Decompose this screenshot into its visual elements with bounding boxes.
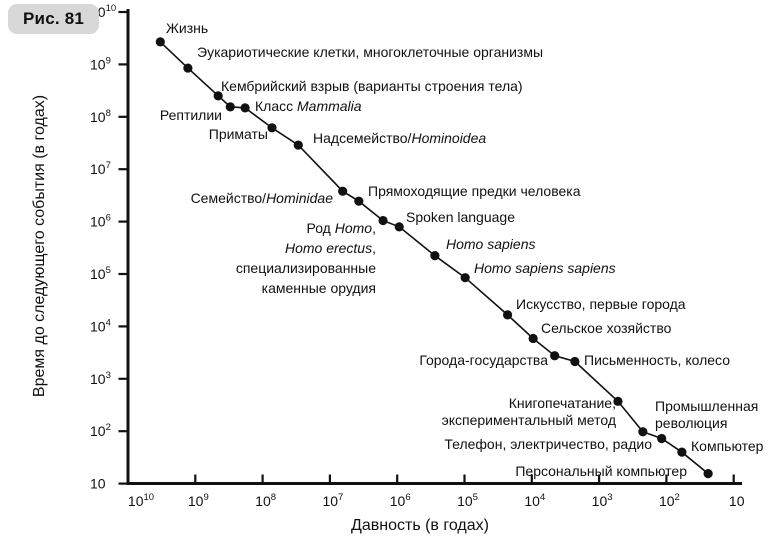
y-tick-label: 108 <box>90 108 111 125</box>
data-point-homo-sapiens <box>430 251 440 261</box>
y-tick-label: 105 <box>90 265 111 282</box>
x-tick-label: 104 <box>524 492 545 509</box>
x-tick-label: 10 <box>729 493 745 509</box>
point-label-writing-wheel: Письменность, колесо <box>584 352 730 368</box>
point-label-spoken-language: Spoken language <box>406 209 515 225</box>
data-point-genus-homo <box>378 215 388 226</box>
data-point-printing-experimental-method <box>613 396 623 406</box>
data-point-class-mammalia <box>240 103 250 113</box>
point-label-primates: Приматы <box>209 126 268 142</box>
point-label-eukaryotic-cells: Эукариотические клетки, многоклеточные о… <box>197 44 543 60</box>
data-point-computer <box>677 447 687 457</box>
data-point-industrial-revolution <box>638 427 648 437</box>
point-label-family-hominidae: Семейство/Hominidae <box>191 190 334 206</box>
point-label-genus-homo: Род Homo, Homo erectus, специализированные… <box>236 220 376 296</box>
y-tick-label: 102 <box>90 422 111 439</box>
x-tick-label: 109 <box>188 492 209 509</box>
data-point-upright-ancestors <box>354 196 364 206</box>
point-label-cambrian-explosion: Кембрийский взрыв (варианты строения тел… <box>221 78 523 94</box>
point-label-upright-ancestors: Прямоходящие предки человека <box>368 183 581 199</box>
data-point-family-hominidae <box>338 186 348 196</box>
x-tick-label: 103 <box>592 492 613 509</box>
point-label-personal-computer: Персональный компьютер <box>515 463 687 479</box>
data-point-eukaryotic-cells <box>183 63 193 73</box>
plot-line <box>159 41 709 475</box>
x-tick-label: 106 <box>390 492 411 509</box>
data-point-spoken-language <box>394 222 404 232</box>
point-label-life: Жизнь <box>166 20 208 36</box>
y-tick-label: 103 <box>90 370 111 387</box>
x-tick-label: 107 <box>322 492 343 509</box>
point-label-homo-sapiens-sapiens: Homo sapiens sapiens <box>474 260 616 276</box>
point-label-telephone-electricity-radio: Телефон, электричество, радио <box>444 436 652 452</box>
data-point-reptiles <box>225 102 235 112</box>
data-point-homo-sapiens-sapiens <box>460 273 470 283</box>
point-label-superfamily-hominoidea: Надсемейство/Hominoidea <box>313 130 486 146</box>
point-label-industrial-revolution: Промышленная революция <box>655 398 758 431</box>
data-point-city-states <box>550 351 560 361</box>
data-point-primates <box>267 123 277 133</box>
x-tick-label: 105 <box>457 492 478 509</box>
x-tick-label: 1010 <box>128 492 154 509</box>
point-label-computer: Компьютер <box>691 438 764 454</box>
y-tick-label: 109 <box>90 55 111 72</box>
x-tick-label: 102 <box>659 492 680 509</box>
point-label-agriculture: Сельское хозяйство <box>541 320 672 336</box>
point-label-art-first-cities: Искусство, первые города <box>516 296 686 312</box>
y-tick-label: 104 <box>90 317 111 334</box>
data-point-art-first-cities <box>502 310 513 320</box>
y-tick-label: 106 <box>90 213 111 230</box>
data-point-cambrian-explosion <box>213 91 223 101</box>
data-point-telephone-electricity-radio <box>657 433 667 444</box>
y-tick-label: 107 <box>90 160 111 177</box>
point-label-printing-experimental-method: Книгопечатание, экспериментальный метод <box>442 395 616 428</box>
data-point-writing-wheel <box>570 356 580 367</box>
x-axis-label: Давность (в годах) <box>351 517 489 534</box>
point-label-reptiles: Рептилии <box>160 107 222 123</box>
data-point-superfamily-hominoidea <box>293 140 303 150</box>
y-tick-label: 10 <box>90 476 106 492</box>
y-axis-label: Время до следующего события (в годах) <box>31 95 48 397</box>
point-label-class-mammalia: Класс Mammalia <box>255 98 362 114</box>
point-label-homo-sapiens: Homo sapiens <box>446 236 536 252</box>
data-point-personal-computer <box>703 469 713 479</box>
data-point-agriculture <box>528 333 538 344</box>
data-point-life <box>155 37 165 47</box>
x-tick-label: 108 <box>255 492 276 509</box>
point-label-city-states: Города-государства <box>419 352 548 368</box>
figure-number-badge: Рис. 81 <box>8 4 99 34</box>
